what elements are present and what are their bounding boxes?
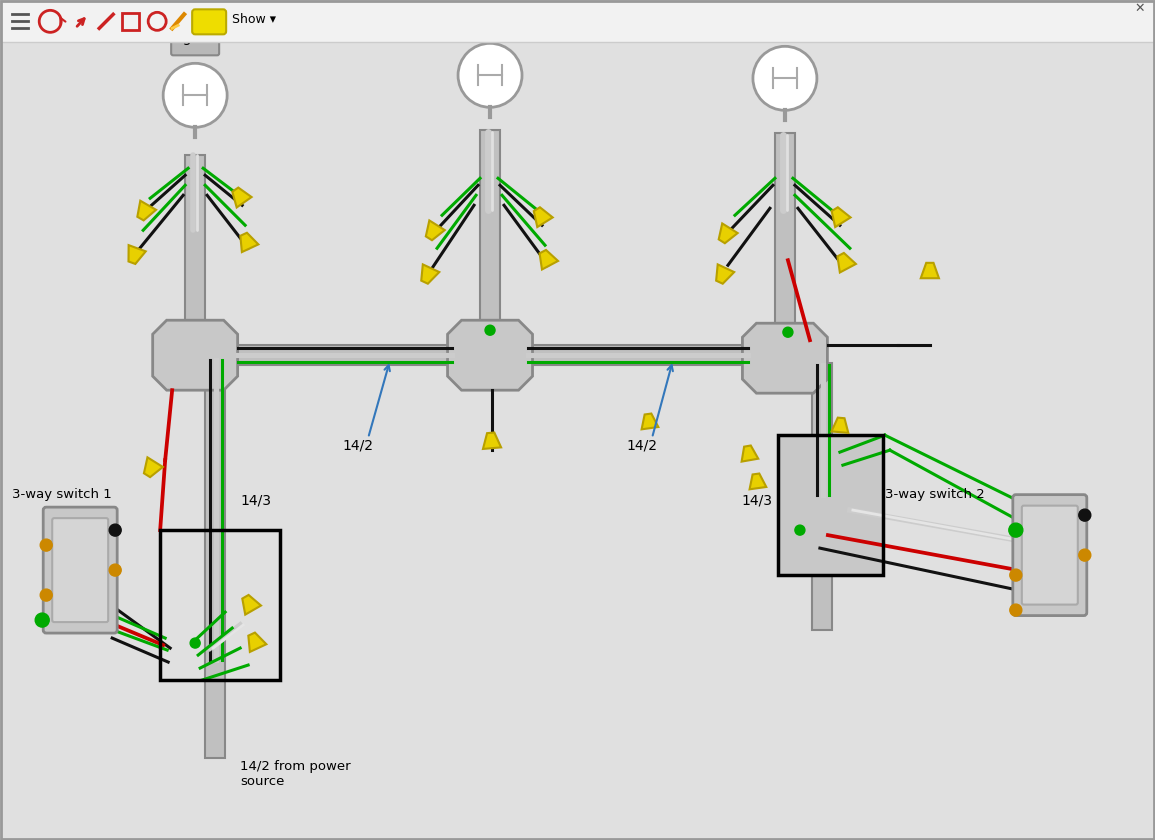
FancyBboxPatch shape (52, 518, 109, 622)
Polygon shape (921, 263, 939, 278)
FancyBboxPatch shape (192, 9, 226, 34)
Polygon shape (832, 417, 848, 433)
FancyBboxPatch shape (480, 130, 500, 355)
FancyBboxPatch shape (1013, 495, 1087, 616)
Polygon shape (534, 207, 553, 227)
Text: 14/2: 14/2 (626, 438, 657, 452)
Polygon shape (539, 250, 558, 270)
Polygon shape (248, 633, 267, 652)
Polygon shape (642, 413, 658, 429)
Circle shape (1079, 549, 1090, 561)
FancyBboxPatch shape (778, 435, 882, 575)
Polygon shape (232, 187, 252, 207)
FancyBboxPatch shape (467, 11, 514, 35)
Text: Light 1: Light 1 (171, 31, 219, 45)
FancyBboxPatch shape (0, 0, 1155, 42)
Circle shape (1079, 509, 1090, 521)
Text: 3-way switch 1: 3-way switch 1 (13, 488, 112, 501)
Text: 14/3: 14/3 (742, 493, 773, 507)
Polygon shape (152, 320, 238, 391)
Polygon shape (718, 223, 738, 244)
Text: 14/2: 14/2 (343, 438, 373, 452)
Circle shape (40, 589, 52, 601)
Polygon shape (240, 233, 259, 252)
Circle shape (459, 44, 522, 108)
FancyBboxPatch shape (43, 507, 117, 633)
Circle shape (35, 613, 50, 627)
Circle shape (1009, 570, 1022, 581)
Polygon shape (716, 265, 735, 284)
FancyBboxPatch shape (230, 345, 455, 365)
Text: Light 2: Light 2 (467, 11, 514, 25)
Polygon shape (483, 433, 501, 449)
Circle shape (110, 524, 121, 536)
Polygon shape (243, 595, 261, 615)
Polygon shape (742, 445, 758, 462)
Polygon shape (426, 220, 445, 240)
Circle shape (485, 325, 495, 335)
Circle shape (110, 564, 121, 576)
Text: 14/3: 14/3 (240, 493, 271, 507)
FancyBboxPatch shape (185, 155, 206, 360)
Text: ✕: ✕ (1134, 2, 1145, 15)
FancyBboxPatch shape (761, 14, 808, 39)
FancyBboxPatch shape (775, 134, 795, 365)
Polygon shape (128, 245, 146, 264)
Circle shape (40, 539, 52, 551)
Circle shape (1009, 604, 1022, 616)
Polygon shape (743, 323, 827, 393)
Text: Light 3: Light 3 (761, 14, 808, 29)
Circle shape (191, 638, 200, 648)
Polygon shape (447, 320, 532, 391)
Circle shape (795, 525, 805, 535)
Text: 3-way switch 2: 3-way switch 2 (885, 488, 984, 501)
Circle shape (753, 46, 817, 110)
Circle shape (783, 328, 793, 337)
Text: 14/2 from power
source: 14/2 from power source (240, 760, 351, 788)
Polygon shape (750, 474, 766, 490)
FancyBboxPatch shape (1022, 506, 1078, 605)
Circle shape (163, 63, 228, 128)
Text: Show ▾: Show ▾ (232, 13, 276, 26)
Circle shape (1008, 523, 1023, 537)
FancyBboxPatch shape (812, 363, 832, 630)
FancyBboxPatch shape (206, 358, 225, 758)
Polygon shape (832, 207, 850, 227)
Polygon shape (144, 457, 163, 477)
FancyBboxPatch shape (530, 345, 750, 365)
FancyBboxPatch shape (171, 31, 219, 55)
Polygon shape (837, 253, 856, 272)
Polygon shape (137, 201, 156, 220)
Polygon shape (422, 265, 439, 284)
